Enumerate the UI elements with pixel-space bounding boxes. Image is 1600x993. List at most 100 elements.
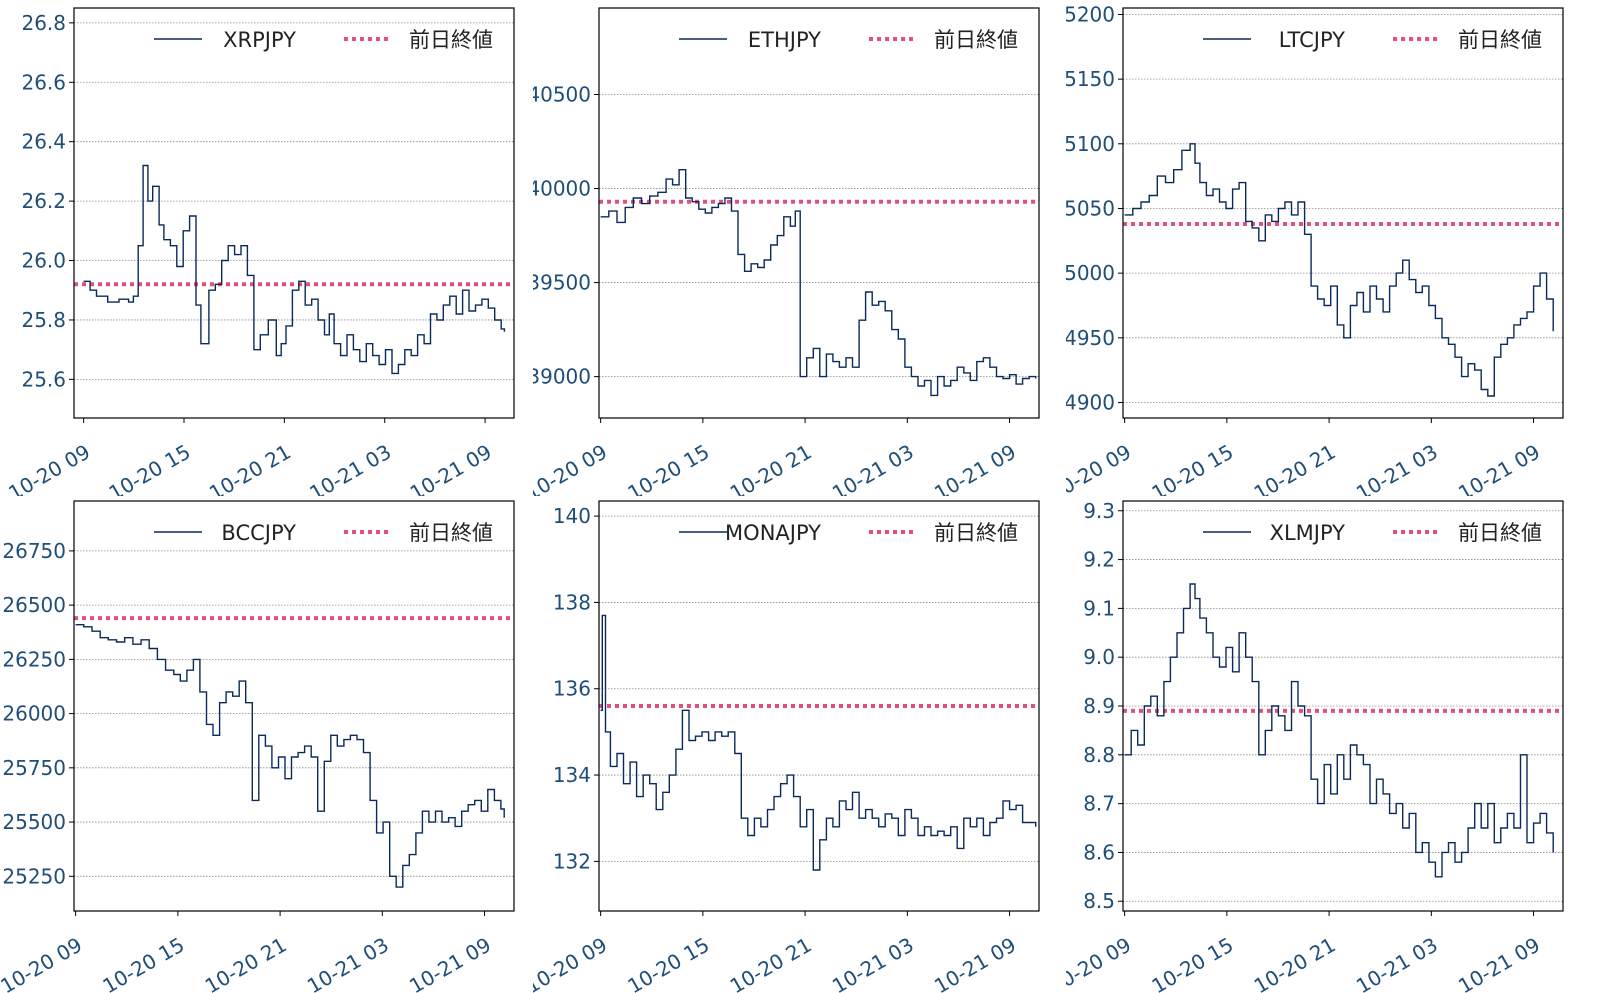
- legend-reference-label: 前日終値: [934, 28, 1018, 52]
- y-tick-label: 9.3: [1083, 499, 1115, 523]
- y-tick-label: 26500: [2, 593, 66, 617]
- plot-frame: [73, 7, 515, 419]
- x-tick-label: 10-20 15: [1147, 933, 1237, 993]
- y-tick-label: 140: [553, 504, 591, 528]
- y-tick-label: 5050: [1066, 196, 1115, 220]
- y-tick-label: 5200: [1066, 2, 1115, 26]
- x-tick-label: 10-20 15: [98, 933, 188, 993]
- y-tick-label: 8.8: [1083, 743, 1115, 767]
- y-tick-label: 25250: [2, 864, 66, 888]
- y-tick-label: 26.2: [21, 189, 66, 213]
- price-series-line: [1124, 143, 1554, 397]
- x-tick-label: 10-20 21: [726, 933, 816, 993]
- x-tick-label: 10-20 09: [4, 440, 94, 496]
- x-tick-label: 10-21 03: [1352, 933, 1442, 993]
- price-series-line: [600, 169, 1037, 397]
- x-tick-label: 10-21 09: [930, 440, 1020, 496]
- y-tick-label: 8.5: [1083, 889, 1115, 913]
- y-tick-label: 4900: [1066, 390, 1115, 414]
- x-tick-label: 10-20 09: [0, 933, 86, 993]
- y-tick-label: 26.6: [21, 70, 66, 94]
- price-series-line: [83, 164, 506, 375]
- x-tick-label: 10-21 09: [405, 933, 495, 993]
- legend-reference-label: 前日終値: [1458, 28, 1542, 52]
- legend-series-label: MONAJPY: [725, 521, 821, 545]
- y-tick-label: 25750: [2, 756, 66, 780]
- y-tick-label: 5100: [1066, 132, 1115, 156]
- x-tick-label: 10-20 21: [205, 440, 295, 496]
- legend-reference-label: 前日終値: [1458, 521, 1542, 545]
- x-tick-label: 10-21 09: [930, 933, 1020, 993]
- chart-xrpjpy: 25.625.826.026.226.426.626.810-20 09 10-2…: [4, 7, 515, 496]
- price-series-line: [75, 624, 505, 888]
- x-tick-label: 10-20 15: [1147, 440, 1237, 496]
- legend-series-label: BCCJPY: [221, 521, 296, 545]
- legend-series-label: ETHJPY: [748, 28, 821, 52]
- y-tick-label: 39500: [533, 271, 591, 295]
- y-tick-label: 9.1: [1083, 596, 1115, 620]
- y-tick-label: 26.8: [21, 11, 66, 35]
- legend-series-label: XLMJPY: [1270, 521, 1346, 545]
- x-tick-label: 10-21 09: [1454, 440, 1544, 496]
- x-tick-label: 10-20 09: [533, 933, 611, 993]
- x-tick-label: 10-21 09: [406, 440, 496, 496]
- x-tick-label: 10-20 21: [726, 440, 816, 496]
- y-tick-label: 26750: [2, 539, 66, 563]
- price-series-line: [1124, 583, 1554, 878]
- chart-xlmjpy: 8.58.68.78.88.99.09.19.29.310-20 09 10-20…: [1066, 499, 1564, 993]
- x-tick-label: 10-20 09: [1066, 440, 1135, 496]
- y-tick-label: 40000: [533, 177, 591, 201]
- x-tick-label: 10-21 03: [1352, 440, 1442, 496]
- plot-frame: [1122, 500, 1564, 912]
- y-tick-label: 8.7: [1083, 792, 1115, 816]
- legend-series-label: LTCJPY: [1279, 28, 1345, 52]
- plot-frame: [598, 500, 1040, 912]
- y-tick-label: 26.4: [21, 130, 66, 154]
- y-tick-label: 9.2: [1083, 548, 1115, 572]
- x-tick-label: 10-20 21: [1250, 933, 1340, 993]
- y-tick-label: 8.6: [1083, 840, 1115, 864]
- x-tick-label: 10-20 09: [533, 440, 611, 496]
- x-tick-label: 10-20 15: [623, 440, 713, 496]
- y-tick-label: 25500: [2, 810, 66, 834]
- y-tick-label: 25.8: [21, 308, 66, 332]
- y-tick-label: 5150: [1066, 67, 1115, 91]
- plot-frame: [73, 500, 515, 912]
- y-tick-label: 40500: [533, 83, 591, 107]
- x-tick-label: 10-20 15: [105, 440, 195, 496]
- x-tick-label: 10-20 09: [1066, 933, 1135, 993]
- price-series-line: [600, 614, 1037, 871]
- y-tick-label: 136: [553, 677, 591, 701]
- y-tick-label: 25.6: [21, 367, 66, 391]
- legend-reference-label: 前日終値: [934, 521, 1018, 545]
- x-tick-label: 10-21 03: [828, 440, 918, 496]
- y-tick-label: 5000: [1066, 261, 1115, 285]
- x-tick-label: 10-21 03: [828, 933, 918, 993]
- x-tick-label: 10-21 03: [303, 933, 393, 993]
- plot-frame: [1122, 7, 1564, 419]
- y-tick-label: 8.9: [1083, 694, 1115, 718]
- y-tick-label: 26000: [2, 702, 66, 726]
- plot-frame: [598, 7, 1040, 419]
- y-tick-label: 39000: [533, 365, 591, 389]
- y-tick-label: 9.0: [1083, 645, 1115, 669]
- y-tick-label: 26.0: [21, 249, 66, 273]
- x-tick-label: 10-20 21: [201, 933, 291, 993]
- x-tick-label: 10-20 15: [623, 933, 713, 993]
- y-tick-label: 26250: [2, 647, 66, 671]
- y-tick-label: 134: [553, 763, 591, 787]
- y-tick-label: 4950: [1066, 326, 1115, 350]
- legend-series-label: XRPJPY: [223, 28, 296, 52]
- y-tick-label: 132: [553, 849, 591, 873]
- chart-bccjpy: 25250 25500 25750 26000 26250 26500 26750 10-20…: [0, 500, 515, 993]
- x-tick-label: 10-20 21: [1250, 440, 1340, 496]
- legend-reference-label: 前日終値: [409, 28, 493, 52]
- x-tick-label: 10-21 03: [305, 440, 395, 496]
- y-tick-label: 138: [553, 590, 591, 614]
- legend-reference-label: 前日終値: [409, 521, 493, 545]
- x-tick-label: 10-21 09: [1454, 933, 1544, 993]
